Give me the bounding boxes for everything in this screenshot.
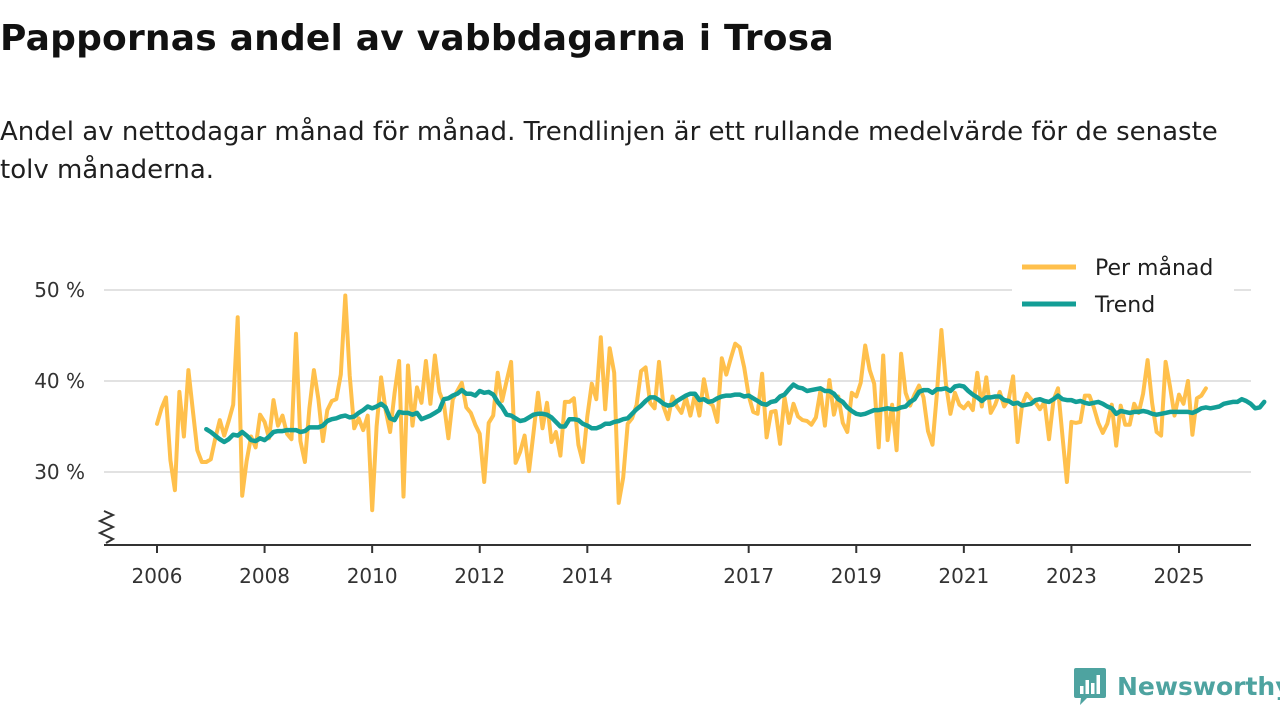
- newsworthy-logo-icon: [1074, 668, 1106, 705]
- x-tick-label: 2019: [831, 564, 882, 588]
- y-axis-ticks: 30 % 40 % 50 %: [34, 278, 85, 484]
- y-tick-label: 50 %: [34, 278, 85, 302]
- legend-background: [1012, 250, 1234, 324]
- legend-label-per-manad: Per månad: [1095, 255, 1213, 281]
- legend-label-trend: Trend: [1094, 293, 1155, 318]
- x-tick-label: 2023: [1046, 564, 1097, 588]
- chart-series: [155, 293, 1267, 513]
- x-tick-label: 2021: [938, 564, 989, 588]
- x-tick-label: 2025: [1154, 564, 1205, 588]
- newsworthy-brand: Newsworthy: [1073, 666, 1280, 706]
- series-line-per-manad: [155, 293, 1208, 513]
- page-subtitle: Andel av nettodagar månad för månad. Tre…: [0, 117, 1218, 185]
- x-tick-label: 2012: [454, 564, 505, 588]
- x-tick-label: 2008: [239, 564, 290, 588]
- series-line-trend: [204, 382, 1267, 445]
- x-tick-label: 2006: [132, 564, 183, 588]
- axis-break-icon: [97, 510, 116, 544]
- brand-name: Newsworthy: [1117, 671, 1280, 701]
- x-tick-label: 2014: [562, 564, 613, 588]
- y-tick-label: 30 %: [34, 460, 85, 484]
- x-tick-label: 2017: [723, 564, 774, 588]
- y-tick-label: 40 %: [34, 369, 85, 393]
- chart-legend: Per månad Trend: [1012, 250, 1234, 324]
- page-title: Pappornas andel av vabbdagarna i Trosa: [0, 18, 834, 59]
- x-axis-ticks: 2006 2008 2010 2012 2014 2017 2019 2021 2023 2025: [132, 545, 1205, 588]
- x-tick-label: 2010: [347, 564, 398, 588]
